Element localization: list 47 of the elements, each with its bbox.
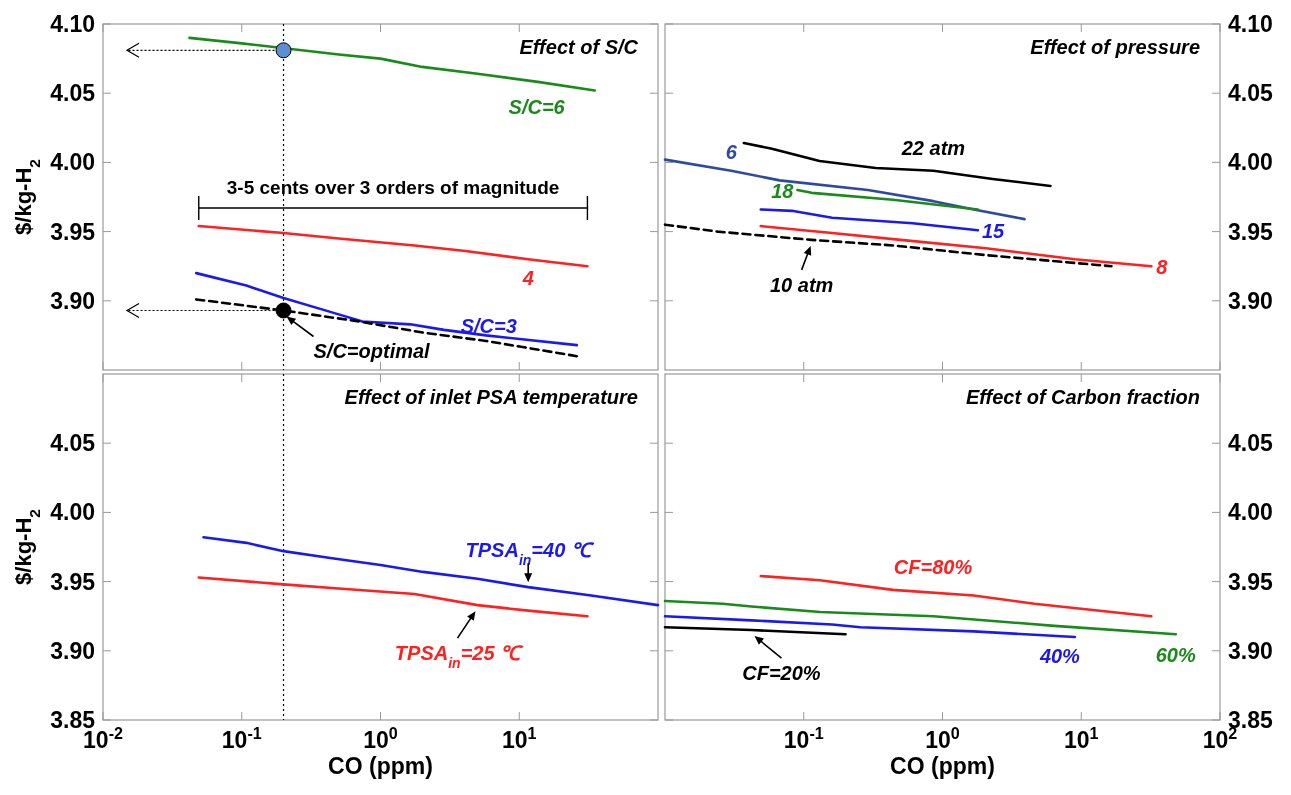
legend-label: CF=20% — [742, 662, 821, 685]
series-label: S/C=6 — [508, 96, 566, 119]
x-axis-title: CO (ppm) — [328, 753, 433, 779]
series-label: 15 — [981, 220, 1006, 243]
text: Effect of S/C — [519, 36, 639, 58]
text: Effect of pressure — [1030, 36, 1200, 58]
series-label: 22 atm — [900, 136, 966, 159]
legend-label: 10 atm — [769, 273, 834, 296]
y-tick-label: 4.00 — [50, 499, 95, 526]
y-tick-label: 3.90 — [1228, 637, 1273, 664]
x-tick-label: 10$^{-1}$ — [783, 724, 824, 753]
x-tick-label: 10$^{0}$ — [363, 724, 398, 753]
y-tick-label: 4.10 — [1228, 11, 1273, 37]
series-label: TPSA$_{in}$=40 ℃ — [465, 539, 595, 569]
series-label: CF=80% — [893, 555, 973, 578]
series-label: 8 — [1156, 256, 1169, 279]
y-tick-label: 4.00 — [1228, 149, 1273, 176]
series-label: 40% — [1038, 644, 1081, 667]
x-tick-label: 10$^{1}$ — [501, 724, 537, 753]
y-tick-label: 3.95 — [50, 568, 96, 595]
annotation: 3-5 cents over 3 orders of magnitude — [226, 177, 560, 199]
series-label: TPSA$_{in}$=25 ℃ — [394, 642, 525, 672]
series-label: 18 — [771, 180, 795, 203]
series-label: S/C=3 — [460, 315, 517, 338]
y-tick-label: 3.90 — [50, 637, 95, 664]
y-tick-label: 3.95 — [1228, 218, 1273, 245]
y-tick-label: 4.05 — [1228, 80, 1273, 107]
x-tick-label: 10$^{-1}$ — [221, 724, 262, 753]
x-tick-label: 10$^{1}$ — [1063, 724, 1099, 753]
text: Effect of inlet PSA temperature — [344, 386, 638, 408]
y-tick-label: 3.95 — [50, 218, 96, 245]
series-label: 4 — [521, 267, 534, 290]
text: Effect of Carbon fraction — [965, 386, 1200, 408]
y-tick-label: 3.95 — [1228, 568, 1273, 595]
x-axis-title: CO (ppm) — [890, 753, 995, 779]
y-tick-label: 4.05 — [50, 430, 96, 457]
y-tick-label: 4.05 — [50, 80, 96, 107]
series-label: 60% — [1155, 644, 1196, 667]
y-tick-label: 3.90 — [50, 287, 95, 314]
series-label: 6 — [725, 140, 738, 163]
legend-label: S/C=optimal — [313, 340, 431, 363]
y-tick-label: 4.00 — [50, 149, 95, 176]
y-tick-label: 3.90 — [1228, 287, 1273, 314]
y-tick-label: 4.10 — [50, 11, 95, 37]
y-tick-label: 4.00 — [1228, 499, 1273, 526]
y-tick-label: 4.05 — [1228, 430, 1273, 457]
x-tick-label: 10$^{0}$ — [925, 724, 960, 753]
